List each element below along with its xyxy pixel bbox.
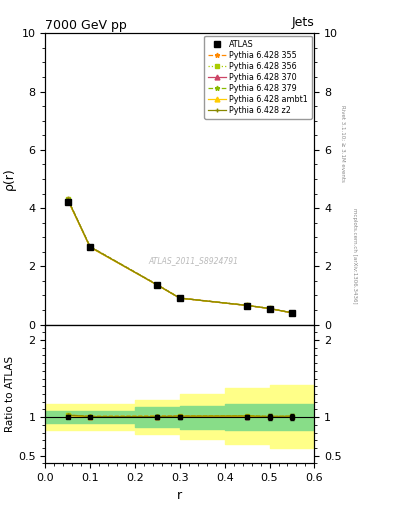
Text: Jets: Jets [292, 16, 314, 29]
X-axis label: r: r [177, 488, 182, 502]
Y-axis label: Ratio to ATLAS: Ratio to ATLAS [5, 356, 15, 432]
Text: 7000 GeV pp: 7000 GeV pp [45, 19, 127, 32]
Text: Rivet 3.1.10; ≥ 3.1M events: Rivet 3.1.10; ≥ 3.1M events [340, 105, 345, 182]
Text: mcplots.cern.ch [arXiv:1306.3436]: mcplots.cern.ch [arXiv:1306.3436] [352, 208, 357, 304]
Text: ATLAS_2011_S8924791: ATLAS_2011_S8924791 [148, 256, 238, 265]
Y-axis label: ρ(r): ρ(r) [3, 167, 16, 190]
Legend: ATLAS, Pythia 6.428 355, Pythia 6.428 356, Pythia 6.428 370, Pythia 6.428 379, P: ATLAS, Pythia 6.428 355, Pythia 6.428 35… [204, 36, 312, 119]
